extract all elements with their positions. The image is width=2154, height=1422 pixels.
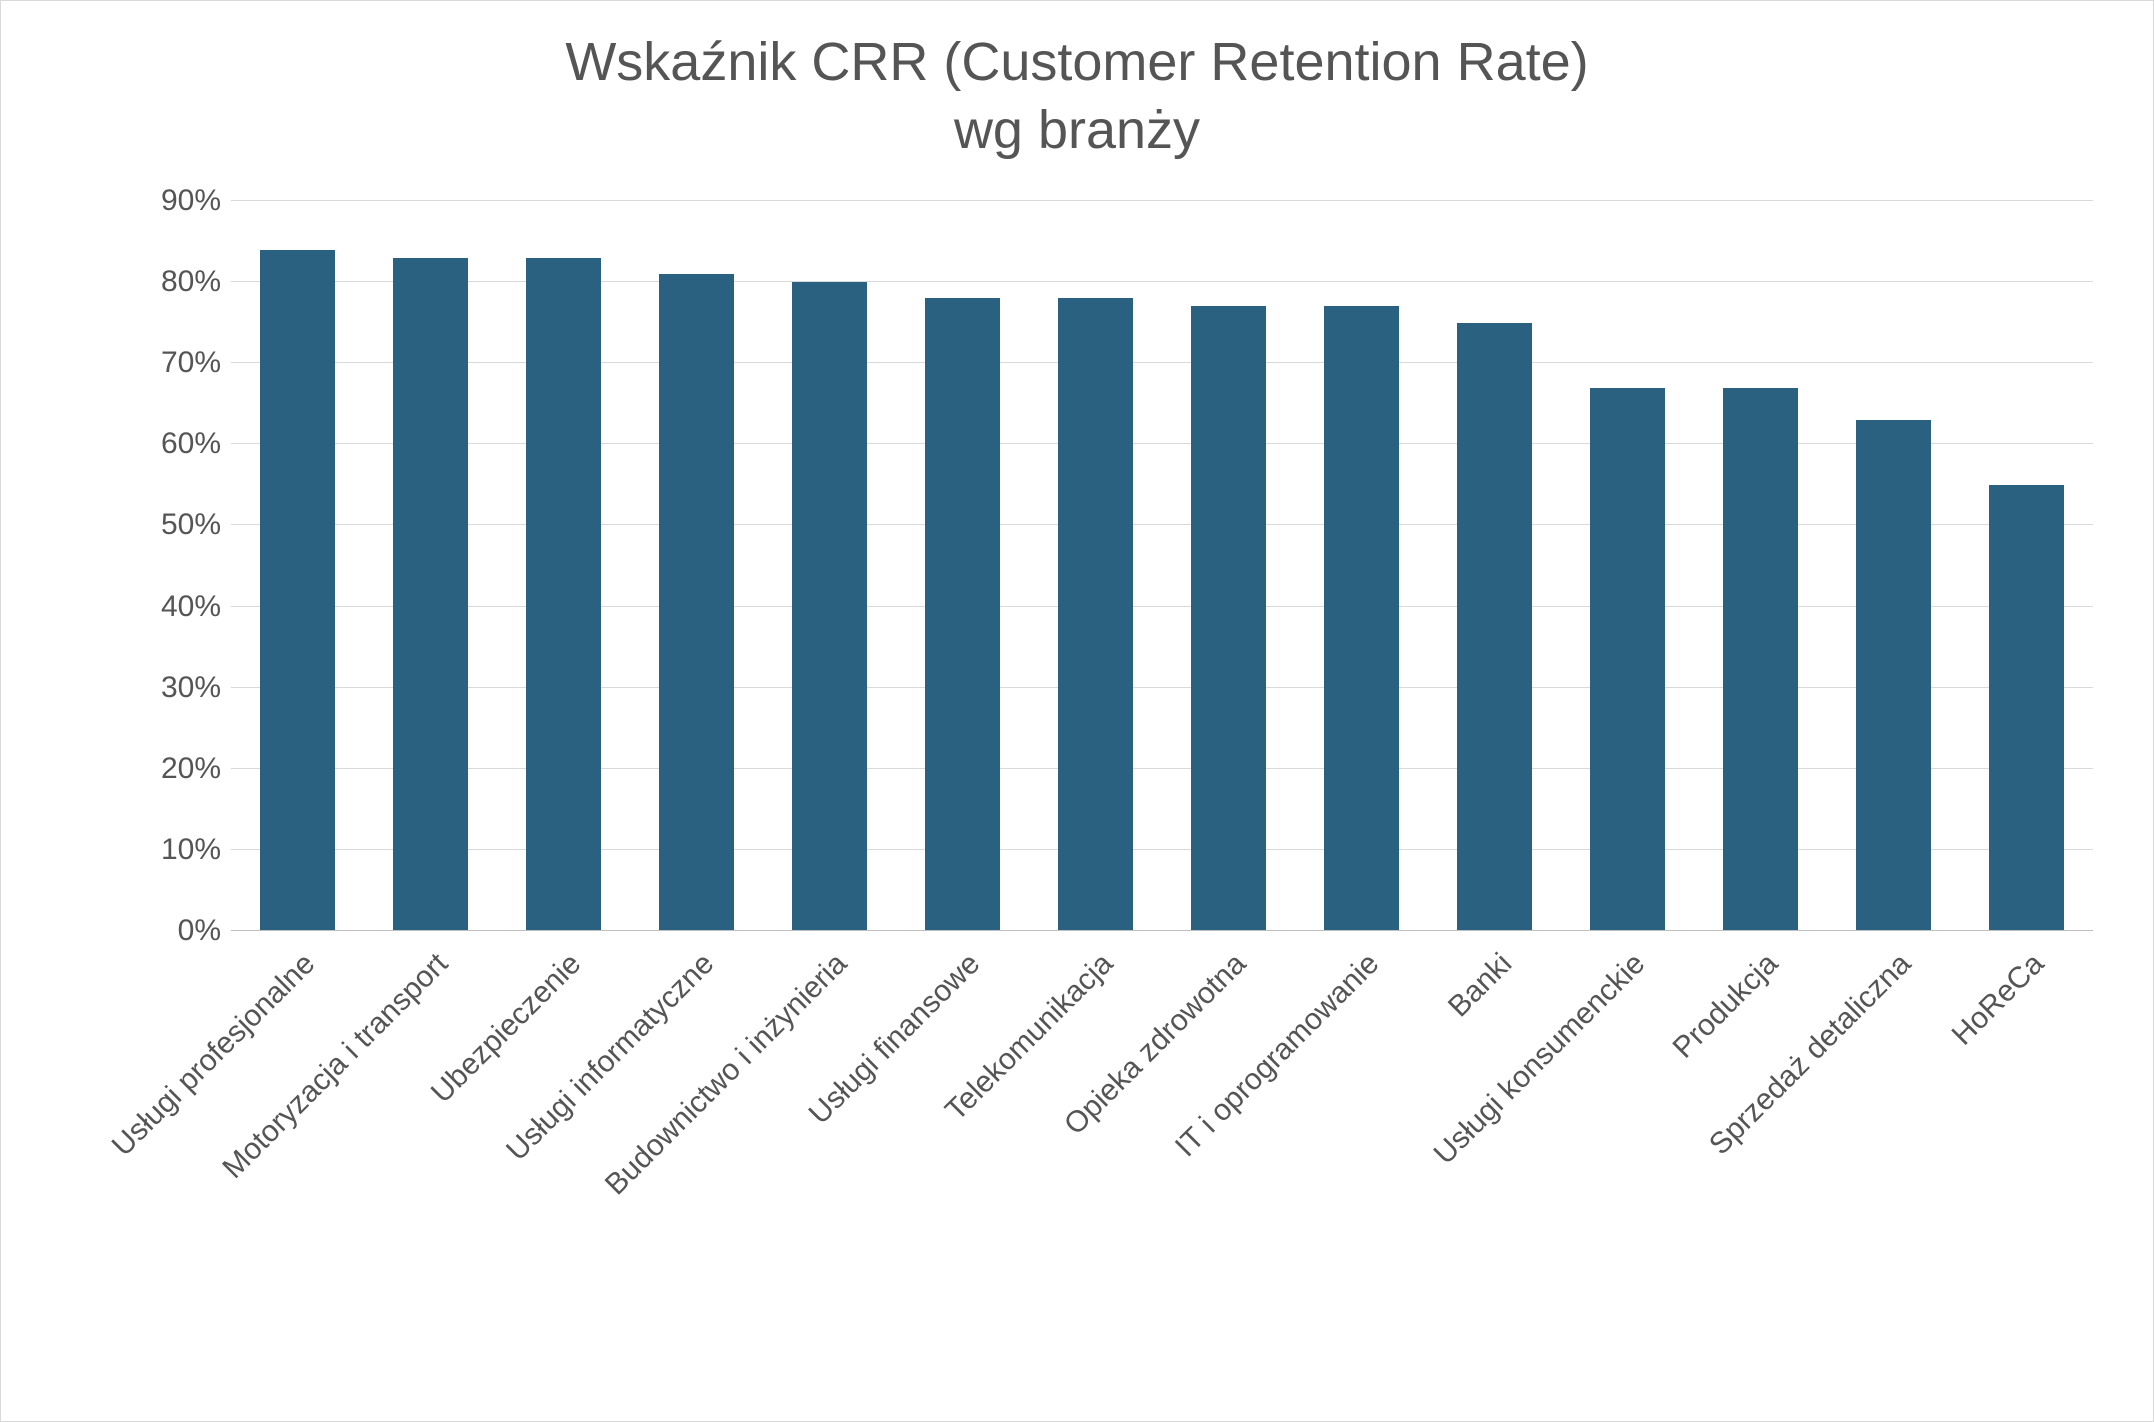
bar: [1457, 323, 1531, 931]
plot-wrap: 0%10%20%30%40%50%60%70%80%90%: [101, 201, 2113, 931]
x-tick-label: Produkcja: [1666, 947, 1784, 1065]
chart-title: Wskaźnik CRR (Customer Retention Rate) w…: [1, 1, 2153, 174]
bar-slot: [1561, 201, 1694, 931]
x-tick-label: Banki: [1441, 947, 1518, 1024]
bar: [260, 250, 334, 931]
x-tick-label: HoReCa: [1945, 947, 2050, 1052]
y-tick-label: 30%: [111, 671, 221, 705]
x-tick-label: Budownictwo i inżynieria: [598, 947, 853, 1202]
y-tick-label: 10%: [111, 833, 221, 867]
bar-slot: [763, 201, 896, 931]
bar: [659, 274, 733, 931]
bar-slot: [231, 201, 364, 931]
y-tick-label: 0%: [111, 914, 221, 948]
bar-slot: [1162, 201, 1295, 931]
y-tick-label: 20%: [111, 752, 221, 786]
bar-slot: [1029, 201, 1162, 931]
chart-title-line1: Wskaźnik CRR (Customer Retention Rate): [1, 29, 2153, 97]
bar: [393, 258, 467, 931]
bar: [526, 258, 600, 931]
bar-slot: [896, 201, 1029, 931]
bar: [1058, 298, 1132, 931]
bar-slot: [364, 201, 497, 931]
bar: [1191, 306, 1265, 931]
bar: [1856, 420, 1930, 931]
chart-container: Wskaźnik CRR (Customer Retention Rate) w…: [0, 0, 2154, 1422]
bars-row: [231, 201, 2093, 931]
bar: [1324, 306, 1398, 931]
chart-title-line2: wg branży: [1, 97, 2153, 165]
y-tick-label: 70%: [111, 346, 221, 380]
bar: [792, 282, 866, 931]
bar-slot: [630, 201, 763, 931]
bar: [1989, 485, 2063, 931]
plot-area: [231, 201, 2093, 931]
y-tick-label: 90%: [111, 184, 221, 218]
bar: [925, 298, 999, 931]
bar-slot: [1295, 201, 1428, 931]
bar: [1723, 388, 1797, 931]
bar: [1590, 388, 1664, 931]
bar-slot: [1694, 201, 1827, 931]
bar-slot: [497, 201, 630, 931]
x-axis-line: [231, 930, 2093, 931]
y-tick-label: 80%: [111, 265, 221, 299]
y-tick-label: 60%: [111, 427, 221, 461]
bar-slot: [1827, 201, 1960, 931]
bar-slot: [1428, 201, 1561, 931]
y-tick-label: 40%: [111, 590, 221, 624]
bar-slot: [1960, 201, 2093, 931]
y-tick-label: 50%: [111, 508, 221, 542]
x-tick-label: Motoryzacja i transport: [216, 947, 455, 1186]
